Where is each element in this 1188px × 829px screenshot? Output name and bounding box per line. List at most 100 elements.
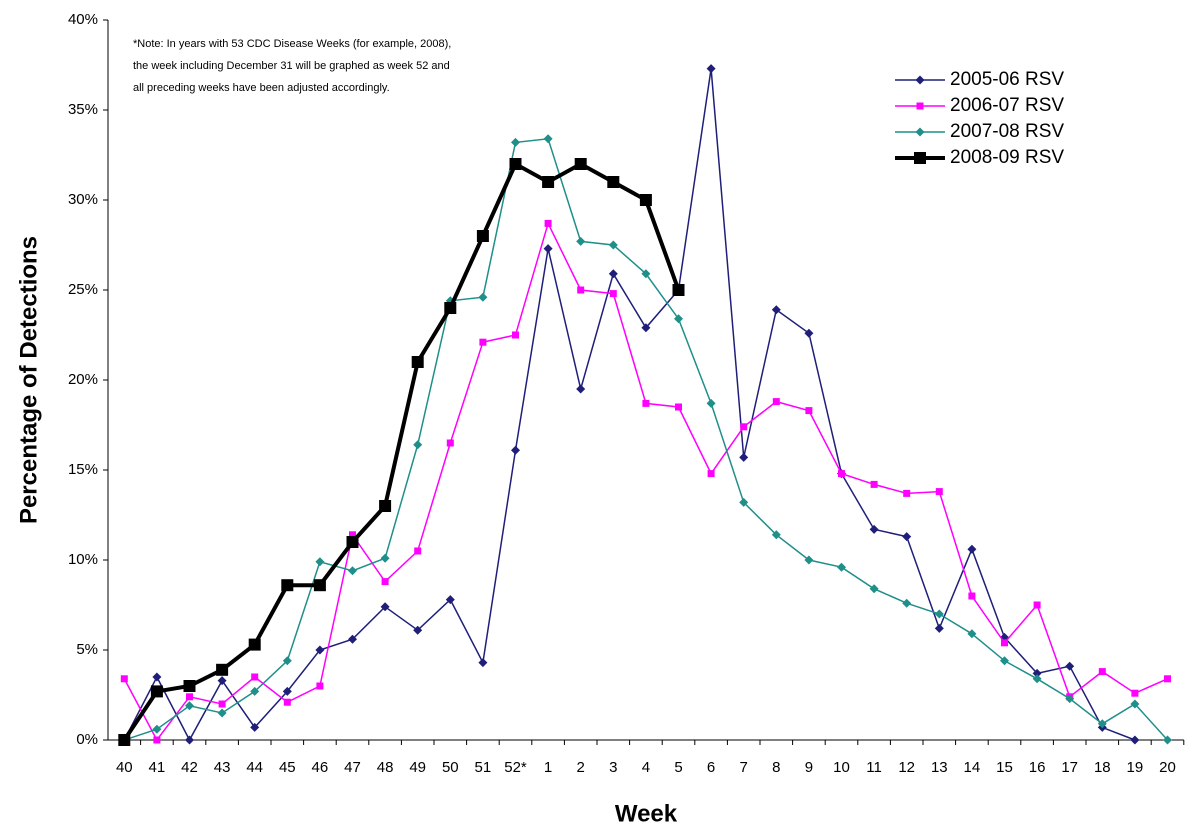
x-tick-label: 2	[577, 759, 585, 776]
point	[1032, 668, 1042, 678]
series	[120, 219, 1171, 744]
point	[283, 698, 291, 706]
point	[771, 530, 781, 540]
x-tick-label: 1	[544, 759, 552, 776]
y-tick-label: 5%	[76, 641, 98, 658]
point	[346, 536, 359, 548]
point	[642, 399, 650, 407]
point	[313, 579, 326, 592]
x-tick-label: 41	[149, 759, 166, 776]
x-tick-label: 17	[1061, 759, 1078, 776]
x-tick-label: 3	[609, 759, 617, 776]
point	[380, 602, 390, 612]
point	[282, 686, 292, 696]
point	[1130, 699, 1140, 709]
x-tick-label: 8	[772, 759, 780, 776]
point	[216, 663, 229, 676]
note: *Note: In years with 53 CDC Disease Week…	[133, 38, 451, 50]
point	[511, 137, 520, 147]
point	[739, 497, 749, 507]
point	[740, 423, 748, 431]
point	[476, 230, 489, 242]
point	[444, 302, 457, 314]
series	[118, 158, 685, 746]
point	[608, 269, 618, 279]
x-tick-label: 47	[344, 759, 361, 776]
x-tick-label: 40	[116, 759, 133, 776]
point	[641, 269, 651, 279]
point	[838, 470, 845, 478]
point	[315, 645, 325, 655]
y-tick-label: 30%	[68, 191, 98, 208]
point	[218, 700, 226, 708]
point	[837, 562, 846, 572]
x-tick-label: 51	[475, 759, 492, 776]
point	[576, 384, 586, 394]
point	[282, 656, 292, 666]
point	[348, 566, 357, 576]
legend-label: 2005-06 RSV	[950, 69, 1064, 90]
point	[707, 470, 715, 478]
point	[1065, 661, 1075, 671]
point	[1131, 689, 1139, 697]
x-tick-label: 48	[377, 759, 394, 776]
point	[968, 592, 976, 600]
point	[804, 328, 814, 338]
point	[348, 634, 357, 644]
point	[608, 240, 618, 250]
x-tick-label: 5	[674, 759, 682, 776]
point	[902, 532, 912, 542]
point	[1032, 674, 1042, 684]
series	[119, 134, 1172, 745]
x-tick-label: 42	[181, 759, 198, 776]
point	[915, 127, 925, 137]
point	[1001, 639, 1008, 647]
point	[217, 676, 227, 686]
point	[543, 134, 553, 144]
point	[674, 314, 683, 324]
point	[446, 439, 454, 447]
y-tick-label: 15%	[68, 461, 98, 478]
point	[1163, 735, 1172, 745]
y-tick-label: 35%	[68, 101, 98, 118]
y-tick-label: 25%	[68, 281, 98, 298]
point	[183, 680, 196, 692]
y-tick-label: 10%	[68, 551, 98, 568]
series-line	[123, 221, 1168, 742]
x-tick-label: 50	[442, 759, 459, 776]
point	[543, 244, 553, 254]
x-tick-label: 7	[740, 759, 748, 776]
point	[413, 440, 423, 450]
legend-label: 2006-07 RSV	[950, 95, 1064, 116]
x-tick-label: 13	[931, 759, 948, 776]
point	[185, 735, 194, 745]
y-tick-label: 20%	[68, 371, 98, 388]
point	[153, 736, 161, 744]
point	[118, 734, 131, 746]
point	[250, 686, 260, 696]
point	[934, 609, 944, 619]
point	[478, 292, 488, 302]
point	[381, 578, 389, 586]
point	[739, 452, 749, 462]
point	[639, 194, 652, 206]
point	[609, 290, 617, 298]
point	[509, 158, 522, 170]
point	[349, 531, 356, 539]
point	[577, 286, 585, 294]
point	[1098, 668, 1106, 676]
x-tick-label: 49	[409, 759, 426, 776]
point	[413, 625, 423, 635]
series-line	[124, 137, 1169, 741]
point	[903, 489, 911, 497]
point	[445, 595, 455, 605]
point	[869, 524, 879, 534]
note: all preceding weeks have been adjusted a…	[133, 82, 390, 94]
x-tick-label: 43	[214, 759, 231, 776]
point	[281, 579, 294, 592]
point	[607, 176, 620, 188]
point	[916, 102, 924, 110]
point	[379, 500, 392, 512]
point	[186, 693, 193, 701]
series-line	[122, 161, 681, 742]
